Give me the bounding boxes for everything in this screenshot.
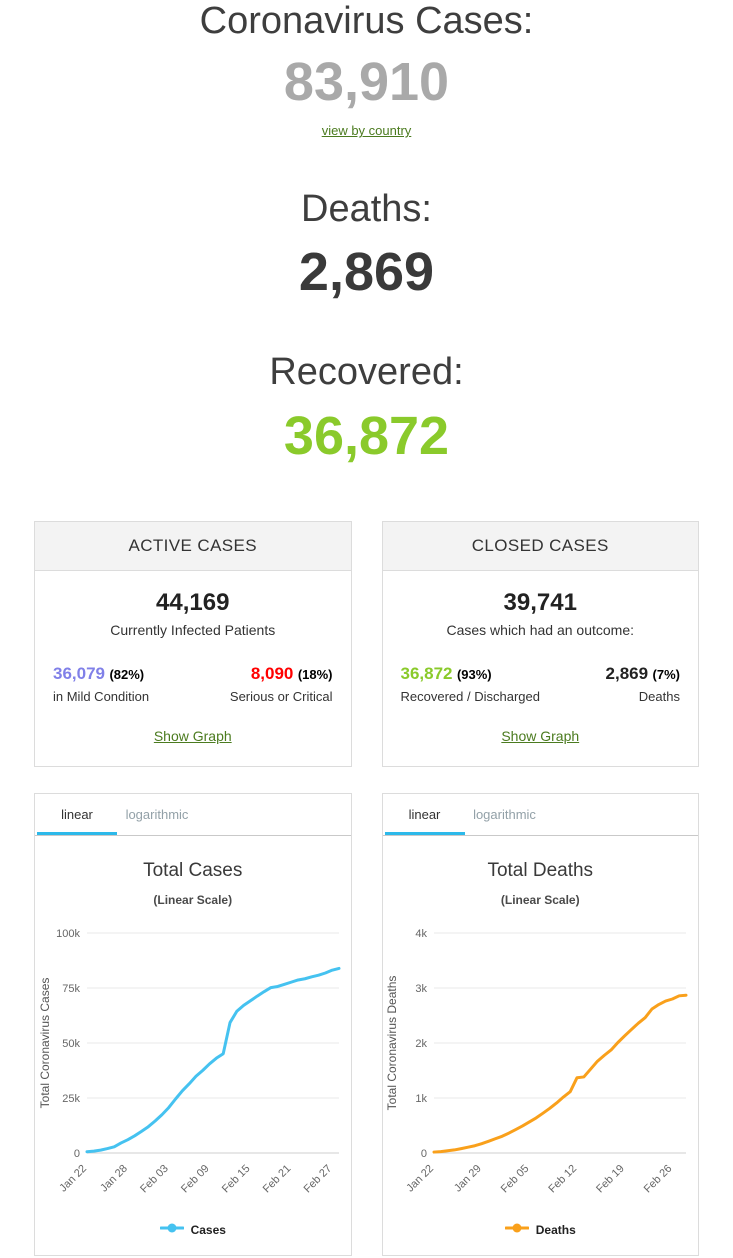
svg-text:0: 0 bbox=[74, 1148, 80, 1160]
svg-text:0: 0 bbox=[421, 1148, 427, 1160]
active-cases-panel: ACTIVE CASES 44,169 Currently Infected P… bbox=[34, 521, 352, 768]
closed-cases-show-graph-link[interactable]: Show Graph bbox=[501, 728, 580, 745]
svg-text:25k: 25k bbox=[62, 1093, 80, 1105]
deaths-column: 2,869 (7%) Deaths bbox=[606, 664, 680, 704]
total-deaths-line-chart: 0 1k 2k 3k 4k Jan 22 Jan 29 Feb 05 Feb 12 Feb 19 F… bbox=[385, 928, 688, 1196]
cases-legend-label: Cases bbox=[190, 1223, 226, 1238]
cases-chart-legend[interactable]: Cases bbox=[35, 1221, 351, 1239]
deaths-chart-legend[interactable]: Deaths bbox=[383, 1221, 699, 1239]
serious-condition-pct: (18%) bbox=[297, 667, 333, 683]
active-cases-breakdown: 36,079 (82%) in Mild Condition 8,090 (18… bbox=[49, 664, 337, 704]
serious-condition-label: Serious or Critical bbox=[229, 689, 333, 705]
svg-text:Jan 22: Jan 22 bbox=[57, 1163, 89, 1195]
cases-heading: Coronavirus Cases: bbox=[199, 0, 534, 42]
cases-chart-title: Total Cases bbox=[143, 860, 243, 882]
svg-text:100k: 100k bbox=[56, 928, 80, 940]
serious-condition-column: 8,090 (18%) Serious or Critical bbox=[230, 664, 333, 704]
mild-condition-column: 36,079 (82%) in Mild Condition bbox=[53, 664, 149, 704]
closed-cases-panel-title: CLOSED CASES bbox=[382, 522, 698, 572]
active-cases-show-graph-link[interactable]: Show Graph bbox=[153, 728, 232, 745]
deaths-counter-block: Deaths: 2,869 bbox=[0, 188, 733, 300]
view-by-country-link[interactable]: view by country bbox=[321, 123, 412, 139]
svg-text:2k: 2k bbox=[416, 1038, 428, 1050]
closed-cases-caption: Cases which had an outcome: bbox=[446, 622, 635, 639]
cases-tab-linear[interactable]: linear bbox=[37, 794, 117, 836]
case-summary-row: ACTIVE CASES 44,169 Currently Infected P… bbox=[0, 521, 733, 768]
deaths-label: Deaths bbox=[638, 689, 680, 705]
cases-legend-marker-icon bbox=[159, 1221, 185, 1239]
deaths-chart-tabs: linear logarithmic bbox=[382, 794, 698, 837]
deaths-chart-title: Total Deaths bbox=[487, 860, 594, 882]
cases-total-number: 83,910 bbox=[283, 51, 450, 112]
deaths-pct: (7%) bbox=[652, 667, 680, 683]
svg-text:Jan 28: Jan 28 bbox=[98, 1163, 130, 1195]
svg-text:Feb 12: Feb 12 bbox=[547, 1163, 580, 1196]
total-cases-chart-panel: linear logarithmic Total Cases (Linear S… bbox=[34, 793, 352, 1257]
cases-counter-block: Coronavirus Cases: 83,910 view by countr… bbox=[0, 0, 733, 140]
svg-text:Feb 03: Feb 03 bbox=[138, 1163, 171, 1196]
mild-condition-label: in Mild Condition bbox=[53, 689, 150, 705]
serious-condition-value: 8,090 bbox=[250, 664, 294, 684]
charts-row: linear logarithmic Total Cases (Linear S… bbox=[0, 793, 733, 1257]
recovered-heading: Recovered: bbox=[269, 350, 464, 393]
recovered-value: 36,872 bbox=[400, 664, 453, 684]
closed-cases-panel: CLOSED CASES 39,741 Cases which had an o… bbox=[381, 521, 699, 768]
svg-text:50k: 50k bbox=[62, 1038, 80, 1050]
svg-text:Jan 29: Jan 29 bbox=[452, 1163, 484, 1195]
deaths-legend-marker-icon bbox=[504, 1221, 530, 1239]
svg-text:3k: 3k bbox=[416, 983, 428, 995]
active-cases-total: 44,169 bbox=[156, 589, 230, 617]
mild-condition-pct: (82%) bbox=[109, 667, 145, 683]
svg-text:Feb 21: Feb 21 bbox=[260, 1163, 293, 1196]
deaths-tab-linear[interactable]: linear bbox=[384, 794, 465, 836]
mild-condition-value: 36,079 bbox=[53, 664, 105, 684]
svg-text:Total Coronavirus Cases: Total Coronavirus Cases bbox=[38, 978, 52, 1109]
svg-text:Feb 09: Feb 09 bbox=[179, 1163, 212, 1196]
mild-condition-stat: 36,079 (82%) bbox=[53, 664, 149, 684]
deaths-chart-subtitle: (Linear Scale) bbox=[500, 893, 580, 908]
active-cases-panel-title: ACTIVE CASES bbox=[35, 522, 351, 572]
svg-text:Total Coronavirus Deaths: Total Coronavirus Deaths bbox=[385, 976, 399, 1111]
deaths-value: 2,869 bbox=[605, 664, 649, 684]
recovered-label: Recovered / Discharged bbox=[400, 689, 540, 705]
deaths-total-number: 2,869 bbox=[298, 242, 435, 303]
recovered-column: 36,872 (93%) Recovered / Discharged bbox=[401, 664, 540, 704]
deaths-heading: Deaths: bbox=[301, 188, 432, 231]
svg-text:Feb 27: Feb 27 bbox=[301, 1163, 334, 1196]
total-deaths-chart-panel: linear logarithmic Total Deaths (Linear … bbox=[381, 793, 699, 1257]
cases-chart-subtitle: (Linear Scale) bbox=[153, 893, 233, 908]
recovered-stat: 36,872 (93%) bbox=[401, 664, 540, 684]
deaths-stat: 2,869 (7%) bbox=[606, 664, 680, 684]
deaths-tab-logarithmic[interactable]: logarithmic bbox=[473, 807, 536, 823]
cases-tab-logarithmic[interactable]: logarithmic bbox=[125, 807, 189, 823]
serious-condition-stat: 8,090 (18%) bbox=[230, 664, 333, 684]
svg-text:Feb 15: Feb 15 bbox=[220, 1163, 253, 1196]
svg-text:Jan 22: Jan 22 bbox=[405, 1163, 437, 1195]
svg-text:75k: 75k bbox=[62, 983, 80, 995]
recovered-total-number: 36,872 bbox=[283, 406, 450, 467]
recovered-counter-block: Recovered: 36,872 bbox=[0, 351, 733, 465]
svg-text:Feb 19: Feb 19 bbox=[594, 1163, 627, 1196]
svg-text:1k: 1k bbox=[416, 1093, 428, 1105]
svg-text:4k: 4k bbox=[416, 928, 428, 940]
deaths-legend-label: Deaths bbox=[535, 1223, 576, 1238]
closed-cases-total: 39,741 bbox=[503, 589, 577, 617]
closed-cases-breakdown: 36,872 (93%) Recovered / Discharged 2,86… bbox=[397, 664, 685, 704]
svg-text:Feb 26: Feb 26 bbox=[642, 1163, 675, 1196]
cases-chart-tabs: linear logarithmic bbox=[35, 794, 351, 837]
svg-text:Feb 05: Feb 05 bbox=[499, 1163, 532, 1196]
active-cases-caption: Currently Infected Patients bbox=[110, 622, 276, 639]
recovered-pct: (93%) bbox=[456, 667, 492, 683]
active-cases-panel-body: 44,169 Currently Infected Patients 36,07… bbox=[35, 571, 351, 766]
closed-cases-panel-body: 39,741 Cases which had an outcome: 36,87… bbox=[383, 571, 699, 766]
